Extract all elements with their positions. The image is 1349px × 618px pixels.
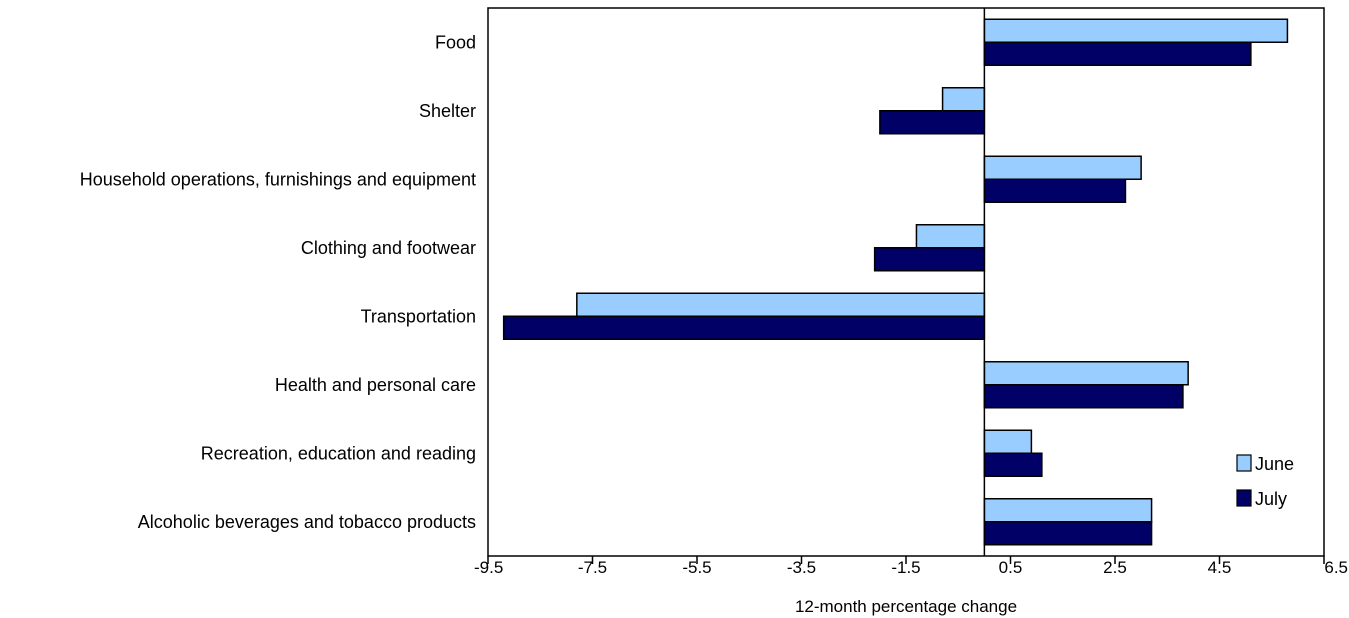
legend-label-july: July <box>1255 489 1287 509</box>
x-tick-label: -9.5 <box>474 558 503 577</box>
bar-june <box>983 361 1189 386</box>
bar-july <box>502 315 986 340</box>
category-label: Clothing and footwear <box>301 238 476 258</box>
bar-june <box>576 292 986 317</box>
bar-july <box>983 41 1252 66</box>
bar-june <box>983 429 1033 454</box>
bar-june <box>983 18 1289 43</box>
bar-july <box>983 178 1127 203</box>
category-label: Alcoholic beverages and tobacco products <box>138 512 476 532</box>
x-axis-ticks: -9.5 -7.5 -5.5 -3.5 -1.5 0.5 2.5 4.5 6.5 <box>474 556 1348 577</box>
bar-june <box>983 155 1142 180</box>
bar-july <box>983 452 1043 477</box>
x-tick-label: 2.5 <box>1103 558 1127 577</box>
category-label: Health and personal care <box>275 375 476 395</box>
bar-june <box>941 87 986 112</box>
x-axis-title: 12-month percentage change <box>795 597 1017 616</box>
category-label: Recreation, education and reading <box>201 443 476 463</box>
legend-label-june: June <box>1255 454 1294 474</box>
plot-frame <box>487 7 1325 557</box>
bar-june <box>983 498 1153 523</box>
category-label: Household operations, furnishings and eq… <box>80 169 476 189</box>
x-tick-label: 6.5 <box>1324 558 1348 577</box>
x-tick-label: -5.5 <box>682 558 711 577</box>
category-label: Food <box>435 32 476 52</box>
x-tick-label: -7.5 <box>578 558 607 577</box>
x-tick-label: -1.5 <box>891 558 920 577</box>
x-tick-label: 0.5 <box>999 558 1023 577</box>
x-tick-label: -3.5 <box>787 558 816 577</box>
bar-july <box>983 521 1153 546</box>
x-tick-label: 4.5 <box>1208 558 1232 577</box>
bars-layer <box>502 18 1289 546</box>
category-label: Shelter <box>419 101 476 121</box>
category-label: Transportation <box>361 306 476 326</box>
legend: June July <box>1236 454 1294 509</box>
bar-july <box>879 110 986 135</box>
bar-july <box>983 384 1184 409</box>
category-labels: Food Shelter Household operations, furnish… <box>80 32 476 532</box>
legend-swatch-june <box>1236 454 1252 472</box>
bar-july <box>873 247 986 272</box>
legend-swatch-july <box>1236 489 1252 507</box>
bar-june <box>915 224 986 249</box>
